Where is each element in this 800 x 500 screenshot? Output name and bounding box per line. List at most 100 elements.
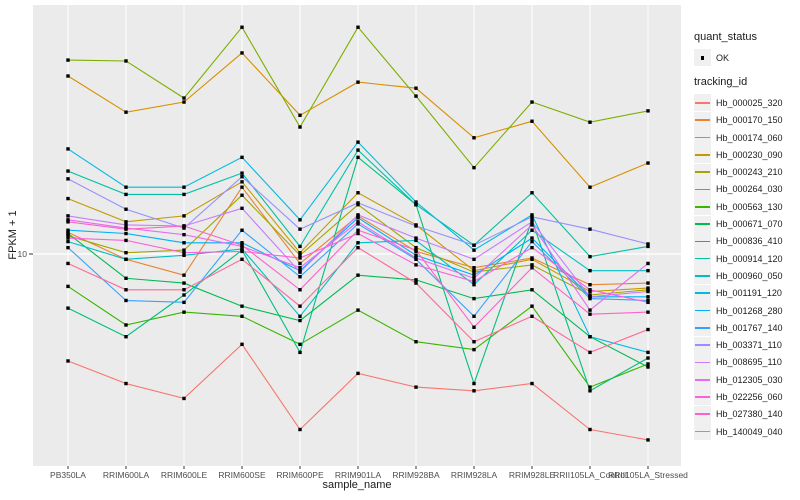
data-point	[298, 270, 302, 274]
data-point	[588, 293, 592, 297]
data-point	[530, 236, 534, 240]
data-point	[588, 296, 592, 301]
data-point	[66, 58, 70, 62]
legend-line-icon	[695, 344, 710, 346]
data-point	[414, 245, 418, 250]
legend-item-tracking: Hb_000025_320	[694, 94, 783, 112]
data-point	[182, 281, 186, 285]
data-point	[530, 220, 534, 224]
data-point	[240, 241, 244, 245]
data-point	[588, 350, 592, 355]
data-point	[240, 206, 244, 211]
data-point	[298, 244, 302, 249]
x-tick-label: RRII105LA_Control	[553, 470, 627, 480]
data-point	[124, 110, 128, 114]
data-point	[472, 283, 476, 287]
data-point	[124, 59, 128, 63]
legend-line-icon	[695, 154, 710, 156]
data-point	[240, 247, 244, 251]
legend-item-tracking: Hb_000170_150	[694, 111, 783, 129]
legend-key-swatch	[694, 353, 711, 371]
legend-key-swatch	[694, 371, 711, 389]
point-square-icon	[700, 55, 705, 60]
legend-key-swatch	[694, 146, 711, 164]
data-point	[182, 241, 186, 245]
legend-item-label: Hb_000243_210	[716, 167, 783, 178]
data-point	[66, 261, 70, 266]
data-point	[298, 427, 302, 432]
data-point	[472, 340, 476, 344]
data-point	[472, 325, 476, 329]
legend-item-label: Hb_000960_050	[716, 270, 783, 281]
legend-item-tracking: Hb_000563_130	[694, 198, 783, 216]
data-point	[240, 51, 244, 55]
data-point	[240, 314, 244, 318]
legend-item-tracking: Hb_022256_060	[694, 388, 783, 406]
legend-item-tracking: Hb_000914_120	[694, 250, 783, 268]
data-point	[414, 224, 418, 228]
data-point	[414, 256, 418, 260]
data-point	[414, 236, 418, 240]
legend-item-tracking: Hb_000960_050	[694, 267, 783, 285]
data-point	[66, 177, 70, 181]
legend-item-label: Hb_012305_030	[716, 374, 783, 385]
data-point	[414, 248, 418, 252]
legend-line-icon	[695, 413, 710, 416]
legend-line-icon	[695, 292, 710, 295]
data-point	[182, 273, 186, 277]
plot-panel	[33, 5, 681, 466]
legend-key-swatch	[694, 163, 711, 181]
legend-item-label: Hb_140049_040	[716, 426, 783, 437]
data-point	[530, 381, 534, 386]
x-tick-label: RRIM928LA	[451, 470, 498, 480]
data-point	[530, 228, 534, 232]
data-point	[472, 266, 476, 270]
legend-item-label: Hb_001268_280	[716, 305, 783, 316]
data-point	[124, 227, 128, 231]
data-point	[414, 238, 418, 243]
data-point	[124, 251, 128, 255]
legend-line-icon	[695, 309, 710, 312]
data-point	[356, 220, 360, 224]
data-point	[414, 202, 418, 207]
data-point	[356, 241, 360, 245]
data-point	[124, 288, 128, 292]
legend-item-tracking: Hb_000230_090	[694, 146, 783, 164]
y-axis-title: FPKM + 1	[7, 210, 19, 260]
legend-item-label: Hb_000914_120	[716, 253, 783, 264]
legend-item-label: Hb_000563_130	[716, 201, 783, 212]
legend-line-icon	[695, 223, 710, 225]
data-point	[124, 220, 128, 224]
data-point	[298, 288, 302, 292]
data-point	[356, 231, 360, 236]
legend-key-swatch	[694, 129, 711, 147]
legend-key-swatch	[694, 232, 711, 250]
data-point	[356, 140, 360, 144]
data-point	[588, 295, 592, 299]
data-point	[182, 224, 186, 228]
data-point	[240, 257, 244, 262]
data-point	[124, 381, 128, 386]
legend-line-icon	[695, 361, 710, 364]
legend-item-label: Hb_003371_110	[716, 340, 782, 351]
data-point	[646, 244, 650, 249]
data-point	[298, 113, 302, 117]
data-point	[356, 222, 360, 226]
legend-title-tracking-id: tracking_id	[694, 76, 748, 89]
data-point	[124, 192, 128, 197]
data-point	[124, 185, 128, 189]
legend-item-tracking: Hb_003371_110	[694, 336, 783, 354]
legend-line-icon	[695, 257, 710, 260]
data-point	[356, 216, 360, 220]
data-point	[66, 234, 70, 238]
data-point	[530, 119, 534, 123]
data-point	[182, 253, 186, 258]
data-point	[414, 278, 418, 282]
data-point	[182, 293, 186, 297]
data-point	[182, 96, 186, 100]
data-point	[530, 266, 534, 270]
legend-item-tracking: Hb_140049_040	[694, 423, 783, 441]
legend-item-tracking: Hb_027380_140	[694, 405, 783, 423]
data-point	[66, 220, 70, 224]
